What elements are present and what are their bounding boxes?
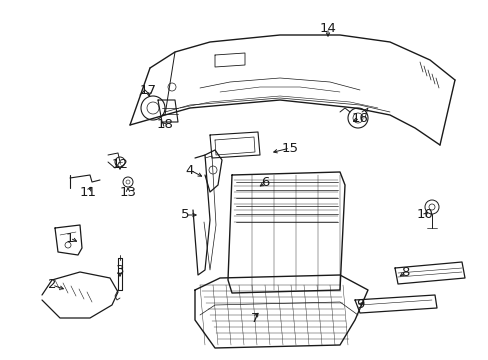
Text: 7: 7 [250, 311, 259, 324]
Text: 1: 1 [65, 231, 74, 244]
Text: 13: 13 [119, 185, 136, 198]
Text: 12: 12 [111, 158, 128, 171]
Text: 8: 8 [400, 266, 408, 279]
Text: 3: 3 [116, 264, 124, 276]
Text: 18: 18 [156, 118, 173, 131]
Text: 16: 16 [351, 112, 367, 125]
Text: 14: 14 [319, 22, 336, 35]
Text: 6: 6 [260, 176, 268, 189]
Text: 2: 2 [48, 279, 56, 292]
Text: 10: 10 [416, 208, 432, 221]
Text: 15: 15 [281, 141, 298, 154]
Text: 11: 11 [80, 185, 96, 198]
Text: 5: 5 [181, 208, 189, 221]
Text: 4: 4 [185, 163, 194, 176]
Text: 9: 9 [355, 298, 364, 311]
Text: 17: 17 [139, 84, 156, 96]
